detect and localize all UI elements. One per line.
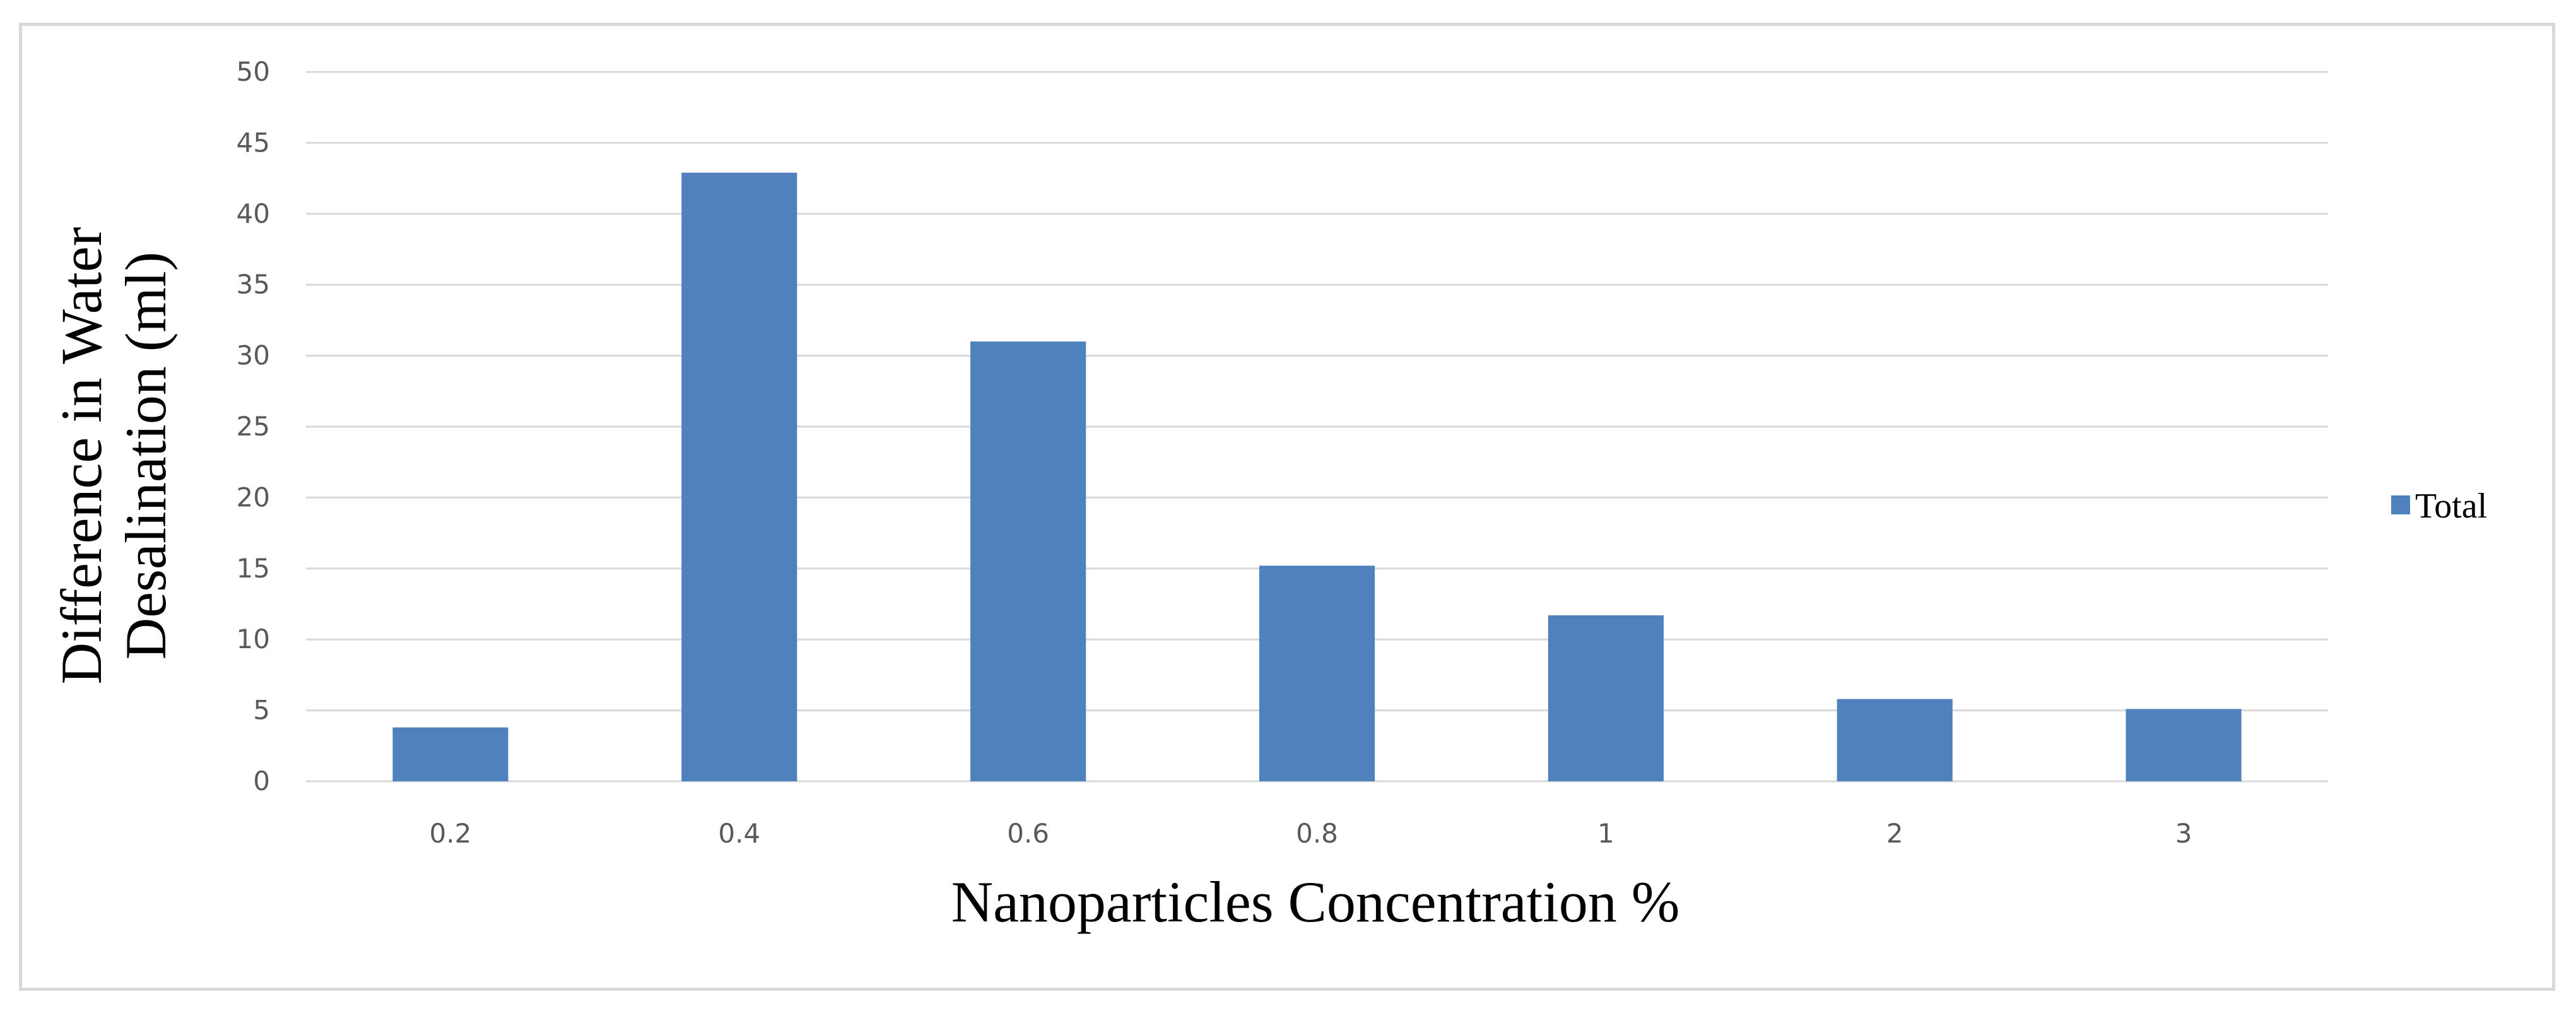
y-tick-label: 5 — [253, 695, 270, 726]
x-tick-label: 0.8 — [1296, 818, 1338, 849]
x-tick-label: 0.2 — [430, 818, 472, 849]
x-tick-label: 0.4 — [718, 818, 760, 849]
legend-label-total: Total — [2415, 487, 2487, 526]
legend: Total — [2391, 487, 2487, 526]
gridlines — [306, 71, 2328, 783]
x-axis-title: Nanoparticles Concentration % — [951, 870, 1680, 934]
y-tick-label: 0 — [253, 766, 270, 796]
x-tick-label: 3 — [2175, 818, 2192, 849]
y-tick-label: 15 — [237, 553, 270, 584]
y-axis-title-line-1: Difference in Water — [49, 227, 114, 685]
y-axis-title: Difference in Water Desalination (ml) — [49, 227, 178, 685]
bars — [392, 172, 2242, 781]
y-tick-label: 35 — [237, 269, 270, 300]
y-tick-label: 30 — [237, 340, 270, 371]
bar-1 — [1548, 615, 1664, 781]
y-tick-label: 10 — [237, 624, 270, 654]
y-tick-label: 45 — [237, 127, 270, 158]
y-tick-label: 20 — [237, 482, 270, 512]
x-tick-label: 0.6 — [1007, 818, 1049, 849]
bar-0.6 — [970, 341, 1086, 781]
bar-2 — [1837, 699, 1953, 781]
y-tick-label: 25 — [237, 411, 270, 442]
bar-3 — [2126, 709, 2242, 781]
chart-frame — [19, 23, 2555, 991]
bar-0.8 — [1259, 565, 1375, 781]
x-axis-tick-labels: 0.2 0.4 0.6 0.8 1 2 3 — [430, 818, 2192, 849]
y-axis-tick-labels: 0 5 10 15 20 25 30 35 40 45 50 — [237, 56, 270, 796]
bar-0.2 — [392, 727, 509, 781]
x-tick-label: 2 — [1886, 818, 1903, 849]
bar-0.4 — [681, 172, 797, 781]
legend-swatch-total — [2391, 495, 2410, 514]
y-axis-title-line-2: Desalination (ml) — [114, 252, 178, 660]
y-tick-label: 50 — [237, 56, 270, 87]
x-tick-label: 1 — [1597, 818, 1614, 849]
y-tick-label: 40 — [237, 198, 270, 229]
